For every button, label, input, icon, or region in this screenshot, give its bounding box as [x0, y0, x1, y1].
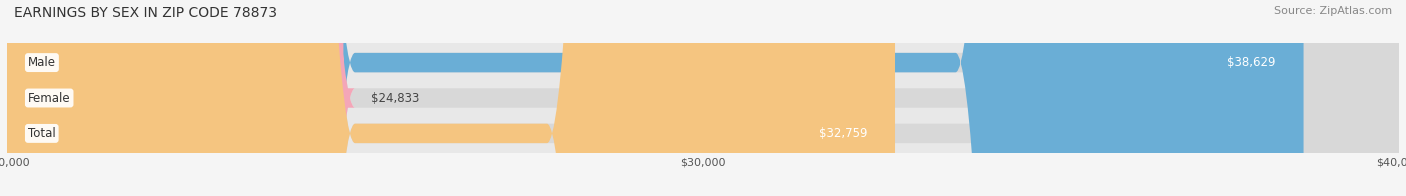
Text: $24,833: $24,833: [371, 92, 419, 104]
FancyBboxPatch shape: [7, 0, 1399, 196]
Text: Total: Total: [28, 127, 56, 140]
FancyBboxPatch shape: [7, 0, 1399, 196]
FancyBboxPatch shape: [7, 0, 1399, 196]
Text: EARNINGS BY SEX IN ZIP CODE 78873: EARNINGS BY SEX IN ZIP CODE 78873: [14, 6, 277, 20]
FancyBboxPatch shape: [0, 0, 356, 196]
FancyBboxPatch shape: [7, 0, 896, 196]
Text: $32,759: $32,759: [818, 127, 868, 140]
Text: Female: Female: [28, 92, 70, 104]
FancyBboxPatch shape: [7, 0, 1303, 196]
Text: $38,629: $38,629: [1227, 56, 1275, 69]
Text: Source: ZipAtlas.com: Source: ZipAtlas.com: [1274, 6, 1392, 16]
Text: Male: Male: [28, 56, 56, 69]
